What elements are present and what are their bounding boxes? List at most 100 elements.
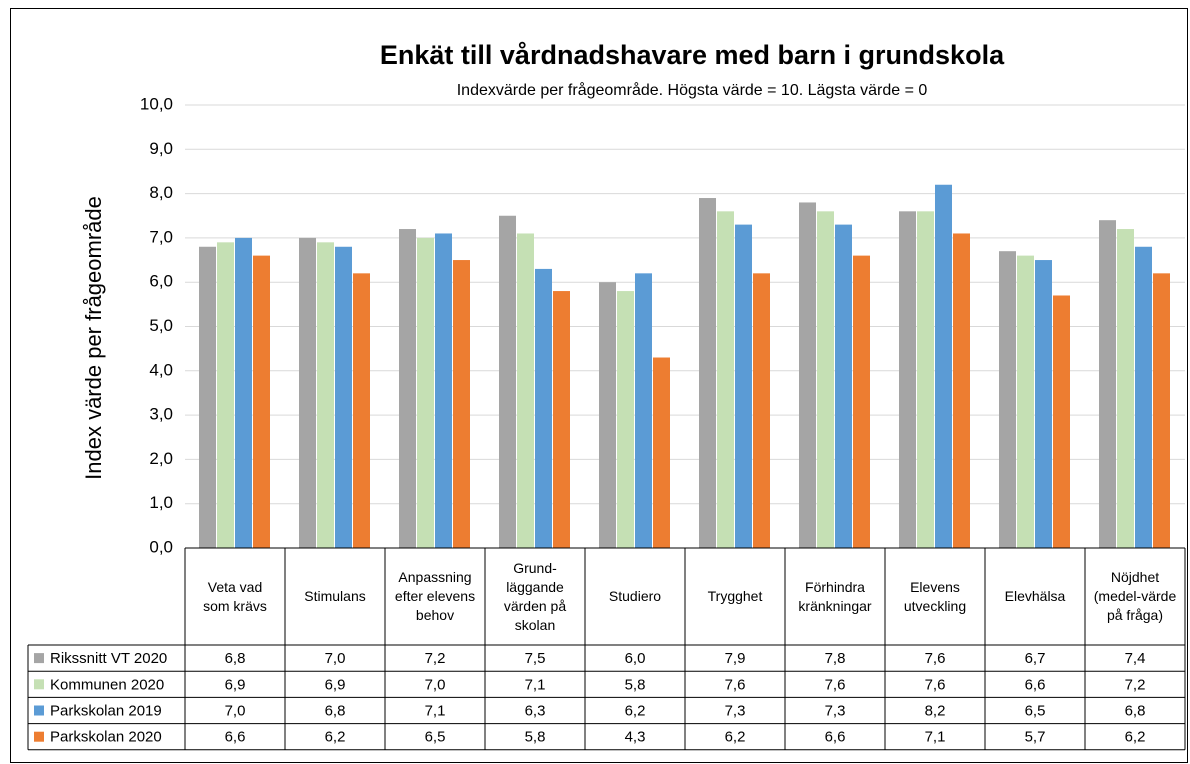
- y-tick-label: 1,0: [149, 493, 173, 512]
- bar: [653, 357, 670, 548]
- category-label: Stimulans: [304, 588, 366, 604]
- bar: [299, 237, 316, 548]
- table-value: 6,2: [725, 729, 746, 746]
- bar: [535, 268, 552, 548]
- legend-label: Parkskolan 2019: [50, 702, 162, 719]
- table-value: 7,5: [525, 650, 546, 667]
- category-label: Elevhälsa: [1004, 588, 1066, 604]
- bar: [899, 211, 916, 548]
- bar: [917, 211, 934, 548]
- table-value: 6,2: [625, 702, 646, 719]
- chart-title: Enkät till vårdnadshavare med barn i gru…: [380, 40, 1005, 70]
- bar: [217, 242, 234, 548]
- table-value: 7,0: [425, 676, 446, 693]
- y-tick-label: 8,0: [149, 183, 173, 202]
- y-tick-label: 2,0: [149, 449, 173, 468]
- table-value: 6,6: [225, 729, 246, 746]
- table-value: 8,2: [925, 702, 946, 719]
- bar: [499, 215, 516, 548]
- category-label: Nöjdhet (medel-värde på fråga): [1093, 569, 1177, 623]
- bar: [599, 282, 616, 548]
- table-value: 6,0: [625, 650, 646, 667]
- table-value: 7,0: [325, 650, 346, 667]
- table-value: 6,6: [825, 729, 846, 746]
- category-label: Elevens utveckling: [903, 578, 967, 614]
- bar: [953, 233, 970, 548]
- bar: [799, 202, 816, 548]
- table-value: 6,9: [325, 676, 346, 693]
- bar: [335, 246, 352, 548]
- table-value: 6,7: [1025, 650, 1046, 667]
- bar: [835, 224, 852, 549]
- y-tick-label: 5,0: [149, 316, 173, 335]
- table-value: 7,9: [725, 650, 746, 667]
- table-value: 7,1: [925, 729, 946, 746]
- bar: [935, 184, 952, 549]
- table-value: 6,8: [325, 702, 346, 719]
- category-label: Trygghet: [707, 588, 763, 604]
- bar: [1135, 246, 1152, 548]
- y-tick-label: 6,0: [149, 272, 173, 291]
- y-tick-label: 7,0: [149, 227, 173, 246]
- category-label: Studiero: [608, 588, 662, 604]
- table-value: 7,6: [925, 676, 946, 693]
- legend-label: Parkskolan 2020: [50, 729, 162, 746]
- table-value: 4,3: [625, 729, 646, 746]
- table-value: 6,6: [1025, 676, 1046, 693]
- bar: [317, 242, 334, 548]
- table-value: 5,7: [1025, 729, 1046, 746]
- y-axis-title: Index värde per frågeområde: [81, 196, 106, 480]
- bar: [1099, 220, 1116, 548]
- table-value: 7,1: [425, 702, 446, 719]
- y-tick-label: 4,0: [149, 360, 173, 379]
- bar: [753, 273, 770, 548]
- bar: [1035, 260, 1052, 548]
- table-value: 5,8: [525, 729, 546, 746]
- table-value: 7,6: [925, 650, 946, 667]
- bar: [617, 291, 634, 548]
- table-value: 6,5: [1025, 702, 1046, 719]
- table-value: 7,0: [225, 702, 246, 719]
- table-value: 7,6: [825, 676, 846, 693]
- table-value: 6,2: [1125, 729, 1146, 746]
- bar: [735, 224, 752, 549]
- bar: [999, 251, 1016, 548]
- bar: [235, 237, 252, 548]
- table-value: 7,2: [1125, 676, 1146, 693]
- table-value: 7,6: [725, 676, 746, 693]
- table-value: 7,2: [425, 650, 446, 667]
- table-value: 7,8: [825, 650, 846, 667]
- bar: [635, 273, 652, 548]
- chart-border: [10, 8, 1188, 763]
- legend-key: [34, 679, 44, 690]
- category-label: Grund-läggande värden på skolan: [503, 559, 567, 633]
- legend-key: [34, 731, 44, 742]
- table-value: 6,3: [525, 702, 546, 719]
- table-value: 6,8: [225, 650, 246, 667]
- bar: [853, 255, 870, 548]
- table-value: 5,8: [625, 676, 646, 693]
- bar: [435, 233, 452, 548]
- bar: [417, 237, 434, 548]
- table-value: 6,2: [325, 729, 346, 746]
- bar: [199, 246, 216, 548]
- bar: [453, 260, 470, 548]
- bar: [717, 211, 734, 548]
- bar: [399, 229, 416, 549]
- legend-key: [34, 705, 44, 716]
- bar: [817, 211, 834, 548]
- category-label: Förhindra kränkningar: [798, 578, 872, 614]
- table-value: 7,1: [525, 676, 546, 693]
- y-tick-label: 9,0: [149, 139, 173, 158]
- bar: [353, 273, 370, 548]
- category-label: Anpassning efter elevens behov: [394, 569, 476, 623]
- y-tick-label: 0,0: [149, 537, 173, 556]
- legend-key: [34, 653, 44, 664]
- legend-label: Rikssnitt VT 2020: [50, 650, 167, 667]
- bar: [1117, 229, 1134, 549]
- bar: [1153, 273, 1170, 548]
- y-tick-label: 3,0: [149, 405, 173, 424]
- bar: [253, 255, 270, 548]
